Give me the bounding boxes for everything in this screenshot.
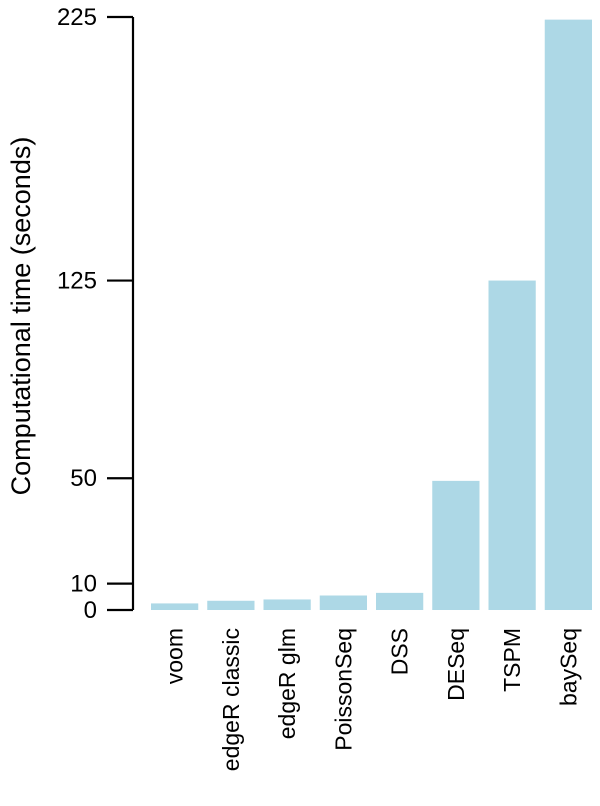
y-axis-title: Computational time (seconds): [6, 137, 36, 496]
x-tick-label: edgeR classic: [218, 628, 244, 771]
bar-deseq: [432, 480, 480, 610]
x-tick-label: TSPM: [499, 628, 525, 692]
x-tick-label: edgeR glm: [274, 628, 300, 739]
y-axis: 010 50 125 225: [57, 4, 135, 624]
bar-poissonseq: [319, 595, 367, 610]
x-tick-label: PoissonSeq: [330, 628, 356, 751]
bar-dss: [376, 592, 424, 610]
y-tick-label: 0: [84, 597, 97, 624]
bar-voom: [151, 603, 199, 610]
bar-tspm: [488, 280, 536, 610]
bar-bayseq: [544, 19, 592, 610]
bar-edger-glm: [263, 599, 311, 610]
y-tick-label: 10: [70, 571, 97, 598]
x-tick-label: voom: [162, 628, 188, 684]
bar-edger-classic: [207, 600, 255, 610]
x-tick-label: baySeq: [555, 628, 581, 706]
x-tick-label: DSS: [387, 628, 413, 675]
y-tick-label: 225: [57, 4, 97, 31]
bars: [151, 19, 592, 610]
y-tick-label: 125: [57, 268, 97, 295]
x-tick-label: DESeq: [443, 628, 469, 701]
x-axis-labels: voom edgeR classic edgeR glm PoissonSeq DSS D…: [162, 628, 582, 771]
y-tick-label: 50: [70, 465, 97, 492]
